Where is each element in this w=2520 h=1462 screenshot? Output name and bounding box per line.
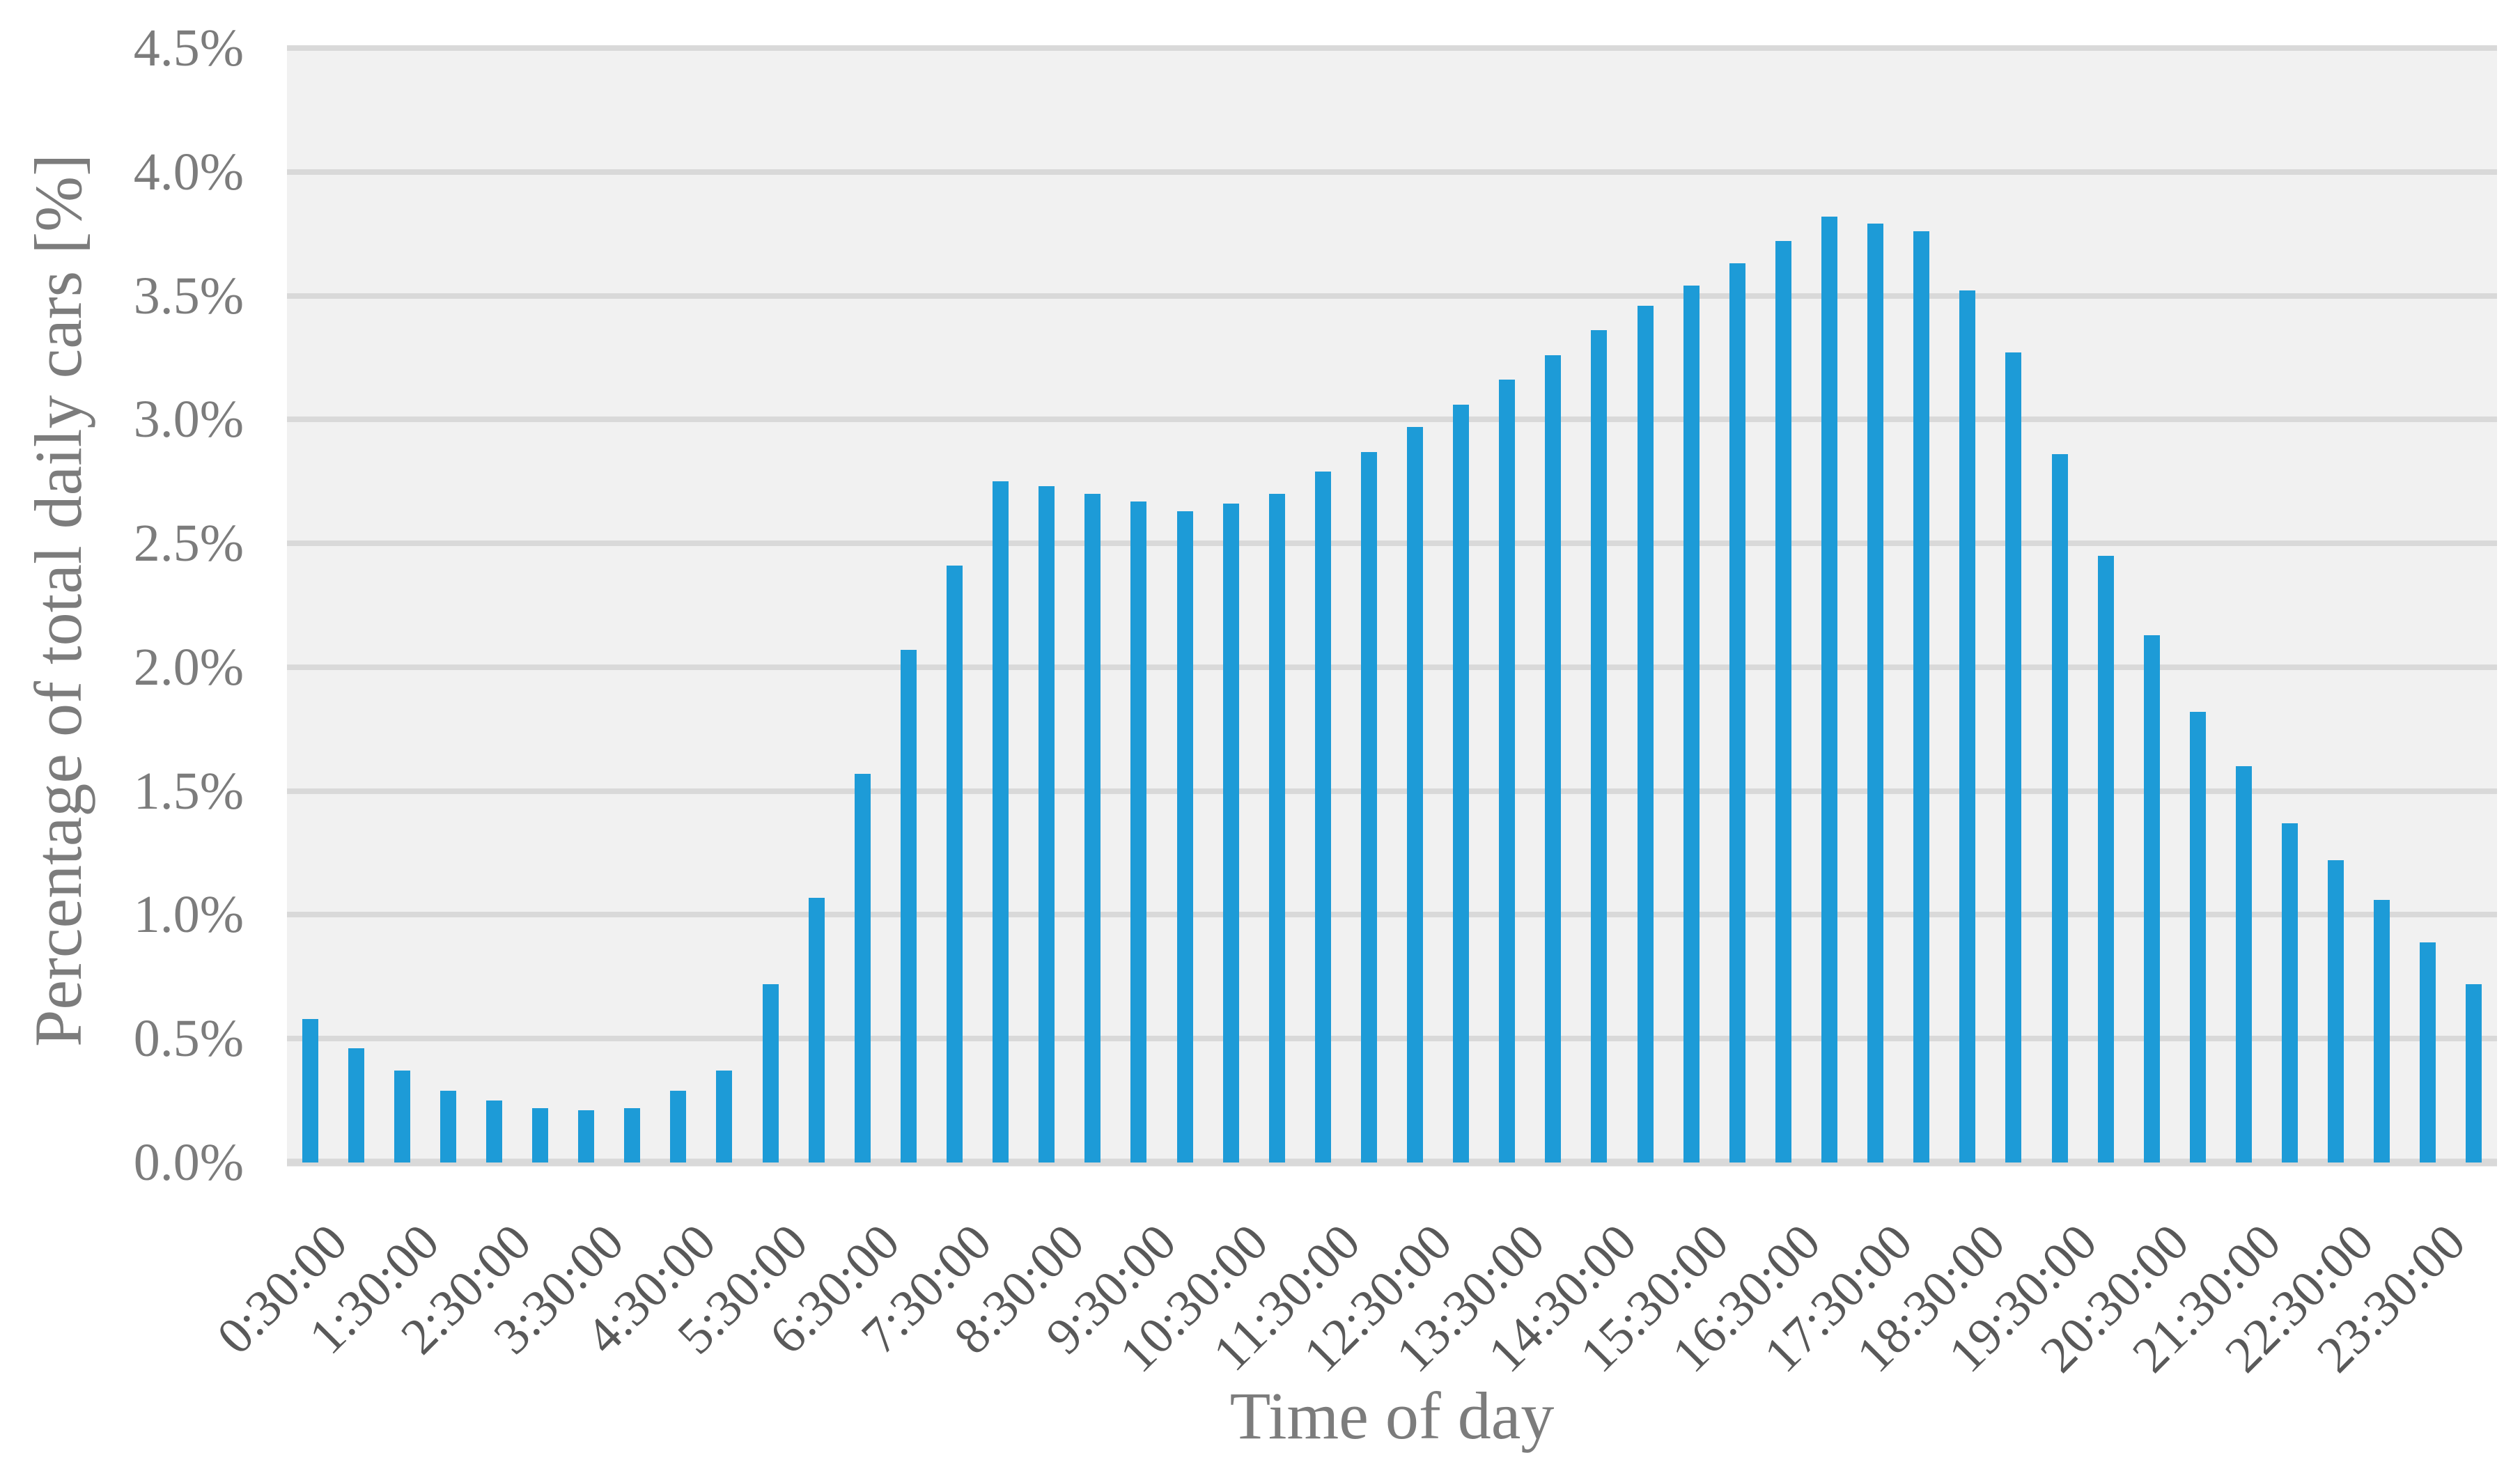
bar-24:00: [2466, 984, 2482, 1162]
bar-6:30: [854, 773, 871, 1162]
bar-10:00: [1176, 511, 1193, 1162]
bar-20:00: [2097, 555, 2114, 1162]
plot-area: [287, 45, 2497, 1167]
bar-17:30: [1867, 224, 1884, 1162]
bar-14:00: [1545, 355, 1562, 1162]
bar-16:00: [1729, 263, 1745, 1162]
gridline: [287, 912, 2497, 918]
bar-19:30: [2051, 454, 2068, 1162]
bar-2:30: [485, 1101, 502, 1162]
y-tick-label: 1.0%: [133, 885, 244, 944]
bar-14:30: [1591, 330, 1608, 1162]
bar-0:30: [302, 1018, 318, 1162]
gridline: [287, 788, 2497, 794]
bar-12:00: [1360, 451, 1377, 1162]
bar-20:30: [2143, 635, 2160, 1162]
bar-22:00: [2282, 823, 2299, 1162]
bar-3:30: [578, 1110, 595, 1162]
gridline: [287, 169, 2497, 175]
gridline: [287, 293, 2497, 299]
bar-3:00: [532, 1107, 549, 1162]
bar-2:00: [440, 1090, 456, 1162]
bar-8:00: [993, 481, 1009, 1162]
gridline: [287, 1158, 2497, 1167]
gridline: [287, 1036, 2497, 1042]
y-tick-label: 1.5%: [133, 761, 244, 821]
y-tick-label: 4.0%: [133, 142, 244, 201]
bar-10:30: [1222, 504, 1239, 1162]
bar-6:00: [808, 897, 825, 1162]
bar-5:00: [716, 1071, 733, 1162]
bar-1:30: [394, 1071, 410, 1162]
bar-21:00: [2189, 711, 2206, 1162]
bar-19:00: [2005, 352, 2022, 1162]
bar-11:30: [1314, 472, 1331, 1162]
bar-17:00: [1821, 216, 1837, 1162]
bar-13:30: [1499, 380, 1516, 1162]
bar-12:30: [1407, 427, 1424, 1162]
y-tick-label: 2.5%: [133, 514, 244, 573]
y-tick-label: 3.0%: [133, 390, 244, 449]
bar-18:00: [1913, 231, 1930, 1162]
gridline: [287, 417, 2497, 423]
bar-21:30: [2235, 766, 2252, 1162]
bar-7:00: [900, 650, 917, 1162]
bar-22:30: [2328, 860, 2344, 1162]
bar-9:00: [1084, 494, 1101, 1162]
x-axis-title: Time of day: [1229, 1378, 1555, 1453]
bar-9:30: [1130, 501, 1147, 1162]
bar-15:00: [1637, 305, 1654, 1162]
gridline: [287, 664, 2497, 670]
y-tick-label: 0.0%: [133, 1133, 244, 1192]
bar-18:30: [1959, 290, 1976, 1162]
bar-7:30: [947, 566, 963, 1162]
y-tick-label: 4.5%: [133, 19, 244, 77]
bar-1:00: [348, 1048, 364, 1162]
bar-4:00: [624, 1107, 641, 1162]
y-tick-label: 0.5%: [133, 1009, 244, 1068]
bar-4:30: [670, 1090, 687, 1162]
bar-15:30: [1683, 286, 1700, 1162]
bar-13:00: [1453, 405, 1470, 1162]
bar-23:30: [2420, 942, 2436, 1162]
y-tick-label: 3.5%: [133, 266, 244, 325]
y-tick-label: 2.0%: [133, 637, 244, 697]
bar-16:30: [1775, 241, 1791, 1162]
bar-5:30: [762, 984, 779, 1162]
bar-23:00: [2374, 900, 2390, 1162]
gridline: [287, 541, 2497, 547]
bar-11:00: [1268, 494, 1285, 1162]
bar-8:30: [1039, 486, 1055, 1162]
gridline: [287, 45, 2497, 51]
